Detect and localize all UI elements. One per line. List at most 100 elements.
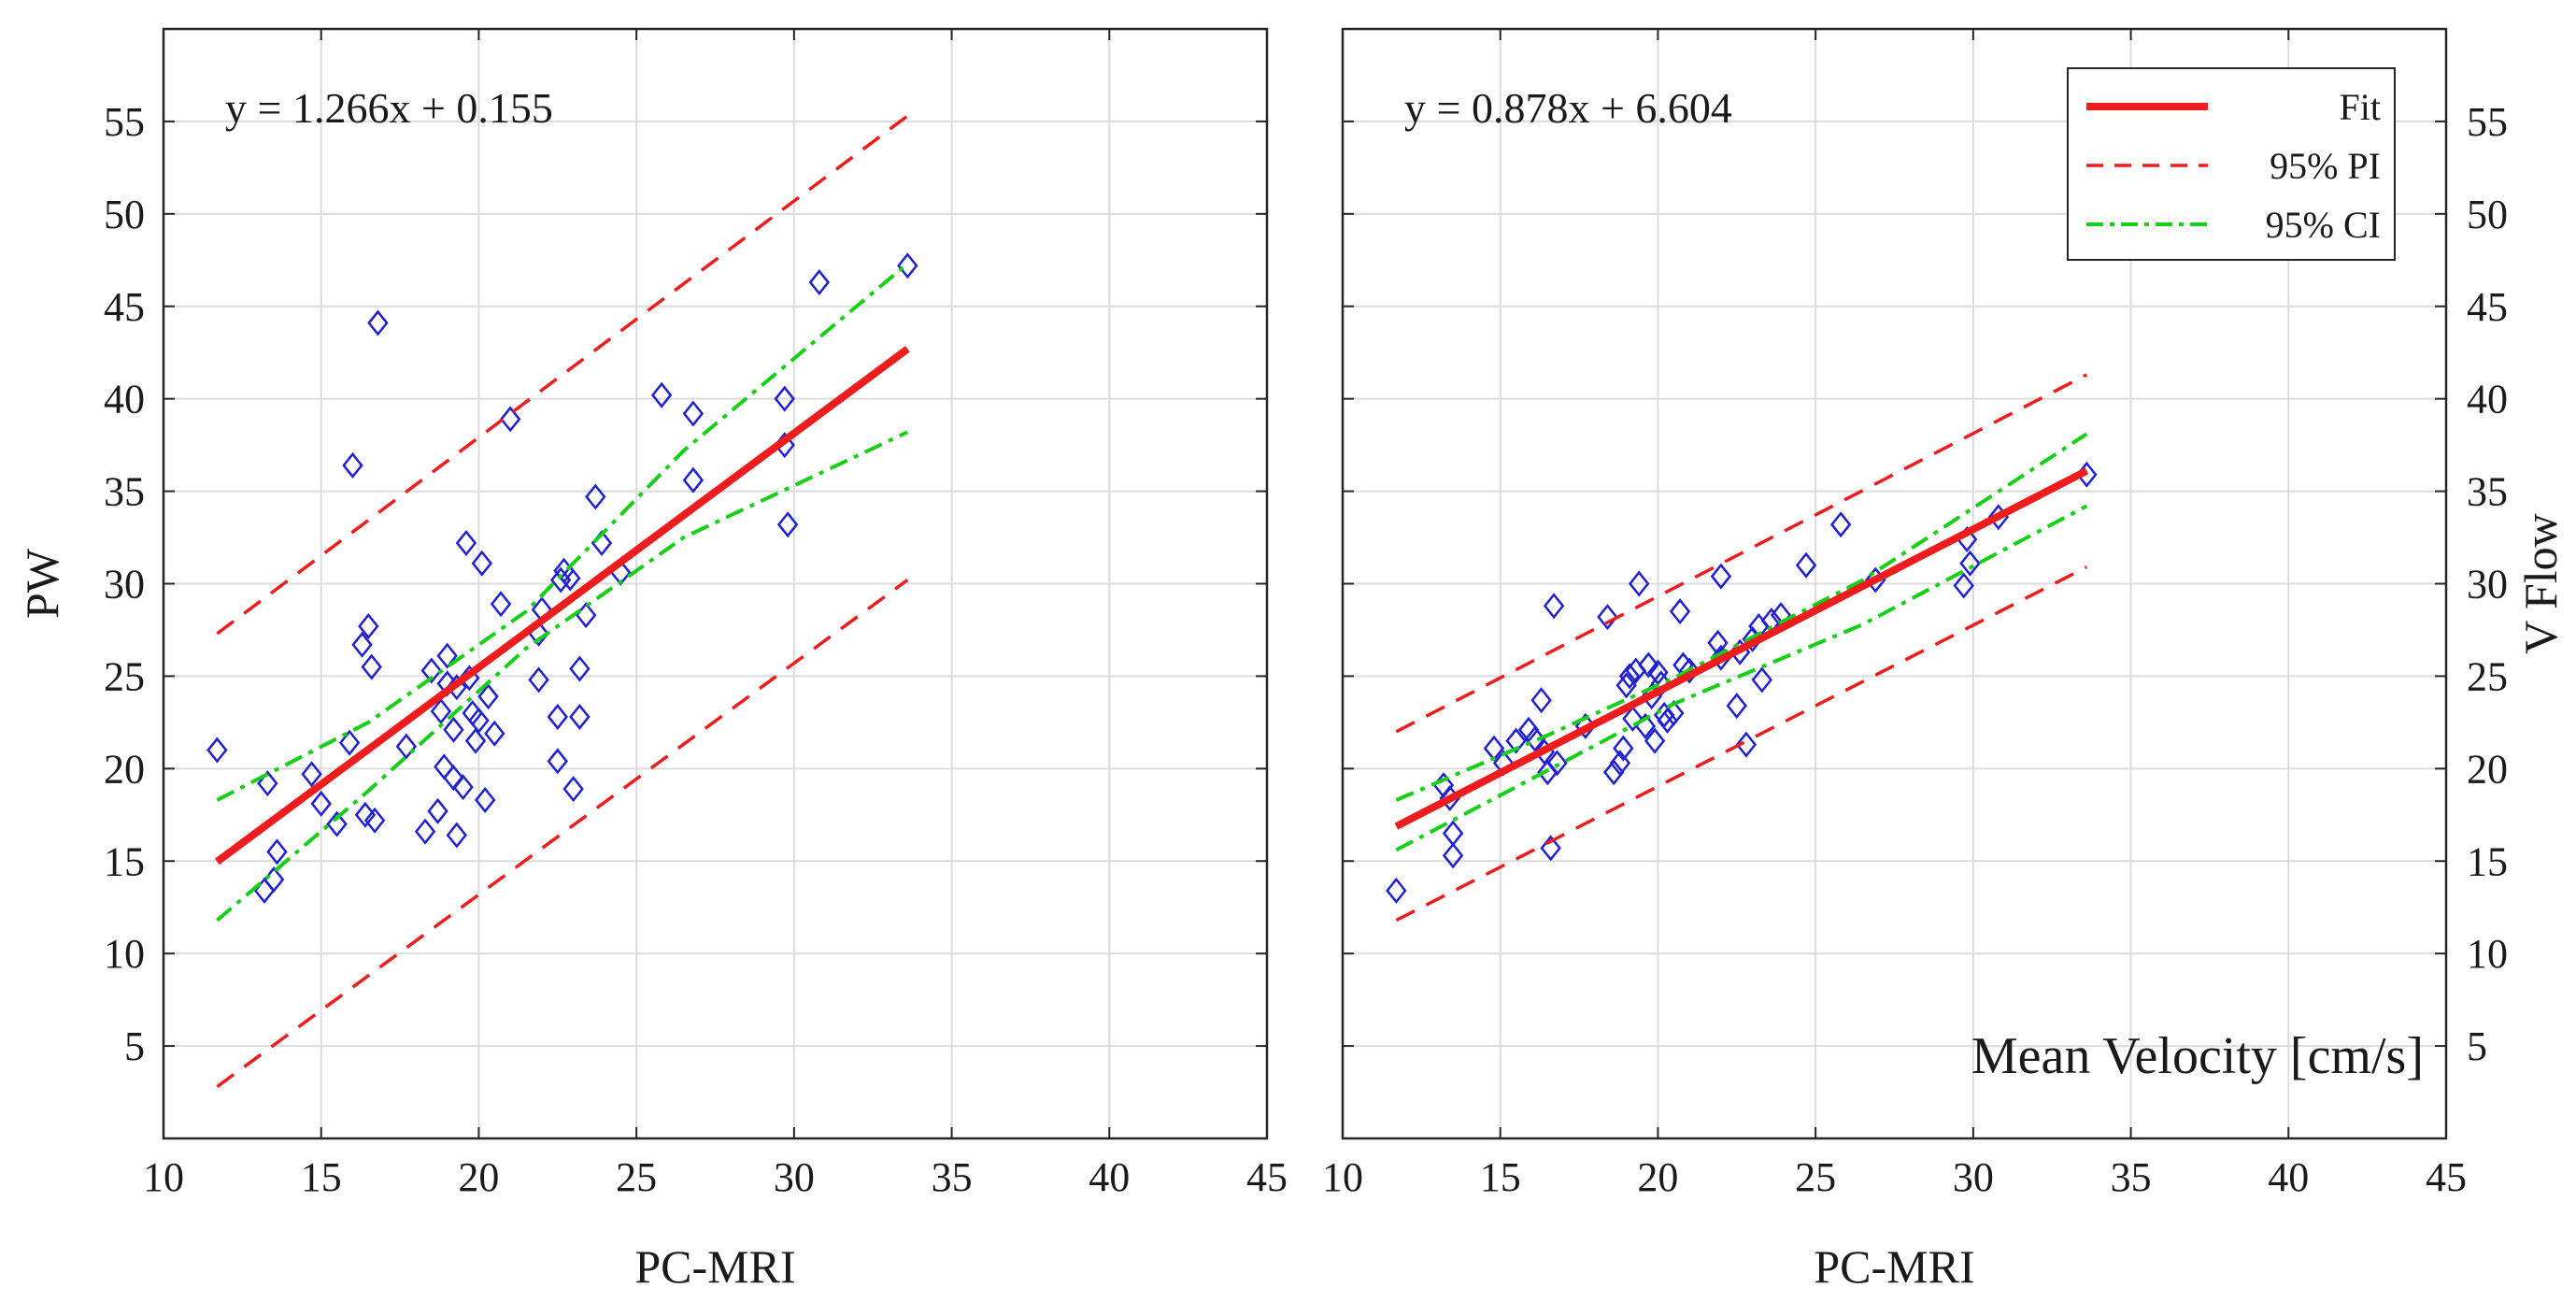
data-point <box>1602 759 1625 786</box>
data-point <box>549 566 572 594</box>
x-tick-label: 10 <box>143 1154 184 1200</box>
pi-upper-line <box>1395 373 2088 734</box>
y-tick-label: 5 <box>2467 1023 2487 1069</box>
data-point <box>354 801 377 828</box>
fit-line <box>1394 467 2089 830</box>
data-point <box>1618 663 1641 690</box>
data-point <box>464 727 487 754</box>
ci-upper-line <box>216 262 909 802</box>
data-point <box>1628 570 1650 597</box>
data-point <box>1442 842 1464 869</box>
data-point <box>1751 666 1772 694</box>
data-point <box>257 770 278 797</box>
x-tick-label: 35 <box>2111 1154 2152 1200</box>
legend: Fit 95% PI 95% CI <box>2067 67 2396 261</box>
pi-upper-line <box>216 114 909 636</box>
data-point <box>367 309 389 336</box>
x-tick-label: 15 <box>1480 1154 1521 1200</box>
data-point <box>1505 727 1527 754</box>
data-point <box>351 631 373 658</box>
data-point <box>1829 511 1852 538</box>
data-point <box>1615 672 1637 699</box>
data-point <box>808 269 831 296</box>
y-tick-label: 35 <box>2467 469 2508 515</box>
data-point <box>420 657 443 684</box>
data-point <box>897 252 918 279</box>
x-tick-label: 45 <box>2426 1154 2467 1200</box>
data-point <box>338 729 361 756</box>
data-point <box>776 511 799 538</box>
data-point <box>326 810 348 837</box>
data-point <box>266 838 288 866</box>
x-tick-label: 15 <box>301 1154 342 1200</box>
x-axis-label: PC-MRI <box>1814 1240 1974 1293</box>
y-tick-label: 10 <box>104 931 145 977</box>
data-point <box>1669 598 1691 625</box>
x-tick-label: 30 <box>1953 1154 1994 1200</box>
data-point <box>443 716 464 743</box>
y-tick-label: 35 <box>104 469 145 515</box>
data-point <box>436 642 458 669</box>
data-point <box>484 720 505 747</box>
data-point <box>547 703 568 730</box>
data-point <box>1710 563 1732 590</box>
data-point <box>1597 604 1618 631</box>
data-point <box>560 565 581 592</box>
y-tick-label: 45 <box>2467 284 2508 330</box>
data-point <box>1644 727 1666 754</box>
y-tick-label: 15 <box>104 838 145 884</box>
data-point <box>446 822 468 849</box>
data-point <box>1622 705 1644 732</box>
legend-label: 95% PI <box>2270 145 2381 187</box>
data-point <box>562 776 584 803</box>
data-point <box>455 529 477 556</box>
x-tick-label: 30 <box>774 1154 815 1200</box>
data-point <box>358 613 379 640</box>
data-point <box>569 655 591 682</box>
data-point <box>1609 750 1631 777</box>
y-tick-label: 45 <box>104 284 145 330</box>
data-point <box>395 733 418 760</box>
x-tick-label: 20 <box>1637 1154 1678 1200</box>
data-point <box>427 797 448 824</box>
data-point <box>1524 725 1546 752</box>
legend-label: Fit <box>2340 86 2381 128</box>
x-tick-label: 10 <box>1322 1154 1363 1200</box>
y-tick-label: 30 <box>104 562 145 608</box>
y-tick-label: 10 <box>2467 931 2508 977</box>
data-point <box>301 761 322 788</box>
data-point <box>569 703 591 730</box>
plot-content <box>1386 373 2098 923</box>
data-point <box>468 707 490 734</box>
x-tick-label: 25 <box>1795 1154 1836 1200</box>
data-point <box>1953 572 1974 599</box>
x-tick-label: 35 <box>932 1154 973 1200</box>
y-tick-label: 50 <box>104 192 145 237</box>
panel-annotation: Mean Velocity [cm/s] <box>1971 1027 2424 1085</box>
data-point <box>1959 550 1981 577</box>
data-point <box>1546 750 1568 777</box>
data-point <box>1657 707 1678 734</box>
data-point <box>1795 551 1817 579</box>
y-tick-label: 40 <box>2467 377 2508 422</box>
pi-lower-line <box>1395 565 2088 923</box>
data-point <box>452 774 474 801</box>
data-point <box>310 790 332 817</box>
x-tick-label: 20 <box>458 1154 499 1200</box>
data-point <box>1638 651 1659 679</box>
y-tick-label: 40 <box>104 377 145 422</box>
data-point <box>342 451 363 479</box>
data-point <box>547 748 568 775</box>
data-point <box>361 653 382 680</box>
y-tick-label: 20 <box>104 746 145 792</box>
data-point <box>414 818 436 845</box>
data-point <box>1735 731 1758 758</box>
data-point <box>1386 877 1407 904</box>
data-point <box>477 683 499 710</box>
y-tick-label: 20 <box>2467 746 2508 792</box>
y-axis-label: V Flow <box>2514 513 2567 654</box>
data-point <box>430 698 452 725</box>
y-tick-label: 55 <box>104 99 145 145</box>
data-point <box>499 406 521 433</box>
